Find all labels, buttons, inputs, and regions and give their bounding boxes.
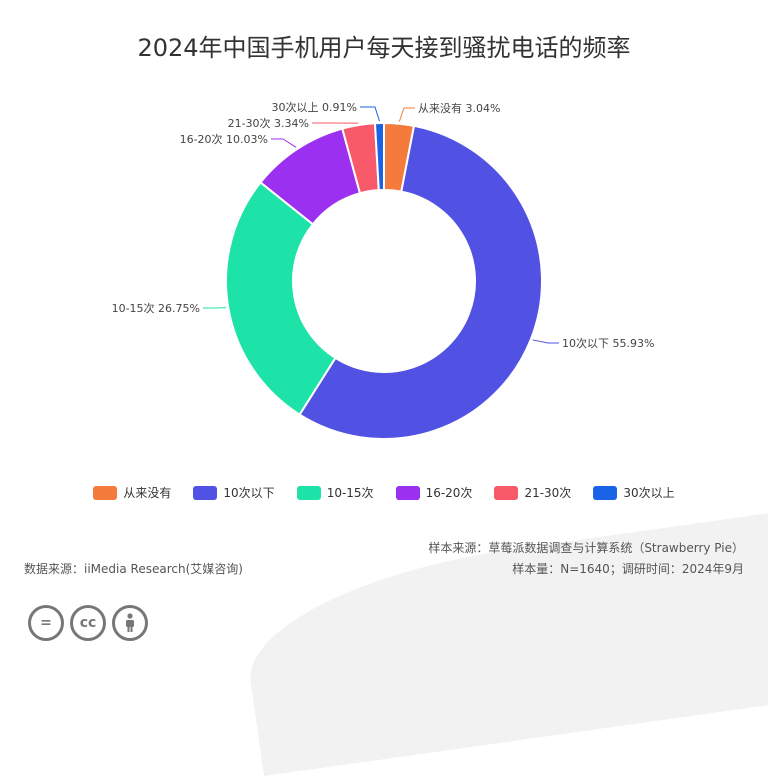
license-icons: = cc <box>28 605 148 641</box>
sample-size: 样本量：N=1640；调研时间：2024年9月 <box>512 560 744 577</box>
legend-item-4[interactable]: 21-30次 <box>494 484 571 501</box>
legend-label-2: 10-15次 <box>327 484 374 501</box>
legend-item-0[interactable]: 从来没有 <box>93 484 171 501</box>
person-icon <box>112 605 148 641</box>
equals-icon: = <box>28 605 64 641</box>
leader-line-0 <box>399 108 415 122</box>
legend-label-0: 从来没有 <box>123 484 171 501</box>
legend-swatch-2 <box>297 486 321 500</box>
data-label-1: 10次以下 55.93% <box>562 336 654 350</box>
legend-swatch-4 <box>494 486 518 500</box>
legend-swatch-1 <box>193 486 217 500</box>
legend-label-3: 16-20次 <box>426 484 473 501</box>
leader-line-3 <box>271 139 296 147</box>
legend-label-5: 30次以上 <box>623 484 674 501</box>
data-label-2: 10-15次 26.75% <box>112 301 200 315</box>
legend-swatch-3 <box>396 486 420 500</box>
legend-item-5[interactable]: 30次以上 <box>593 484 674 501</box>
legend-item-2[interactable]: 10-15次 <box>297 484 374 501</box>
data-label-3: 16-20次 10.03% <box>180 132 268 146</box>
legend-label-4: 21-30次 <box>524 484 571 501</box>
data-label-5: 30次以上 0.91% <box>272 100 357 114</box>
legend: 从来没有 10次以下 10-15次 16-20次 21-30次 30次以上 <box>0 484 768 501</box>
sample-source: 样本来源：草莓派数据调查与计算系统（Strawberry Pie） <box>428 539 744 556</box>
leader-line-5 <box>360 107 379 121</box>
legend-swatch-5 <box>593 486 617 500</box>
data-source: 数据来源：iiMedia Research(艾媒咨询) <box>24 560 243 577</box>
data-label-0: 从来没有 3.04% <box>418 101 500 115</box>
donut-chart: 从来没有 3.04% 10次以下 55.93% 10-15次 26.75% 16-20… <box>0 0 768 480</box>
legend-item-1[interactable]: 10次以下 <box>193 484 274 501</box>
leader-line-1 <box>533 340 559 343</box>
data-label-4: 21-30次 3.34% <box>228 116 309 130</box>
legend-label-1: 10次以下 <box>223 484 274 501</box>
legend-item-3[interactable]: 16-20次 <box>396 484 473 501</box>
legend-swatch-0 <box>93 486 117 500</box>
cc-icon: cc <box>70 605 106 641</box>
